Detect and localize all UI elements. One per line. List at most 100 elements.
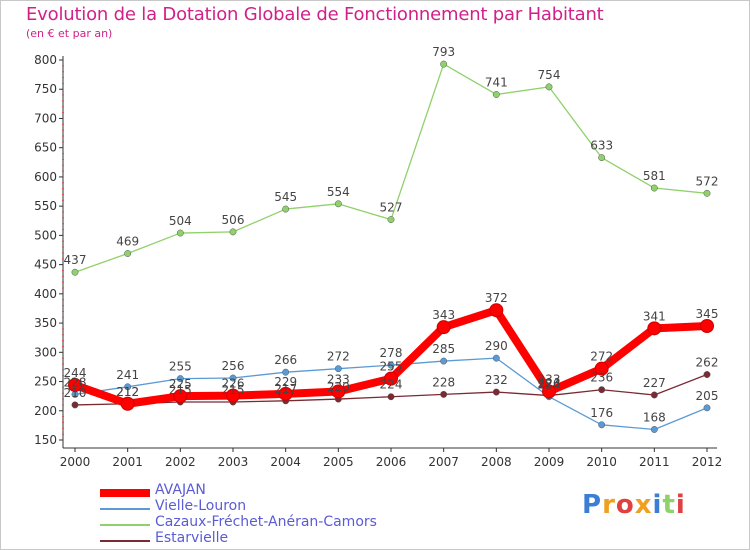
logo-letter: t	[662, 490, 676, 520]
data-label: 210	[64, 386, 87, 400]
data-label: 217	[274, 382, 297, 396]
data-label: 228	[64, 375, 87, 389]
data-point	[68, 378, 82, 393]
data-label: 343	[432, 308, 455, 322]
data-point	[492, 91, 500, 98]
x-tick-label: 2006	[376, 455, 407, 469]
chart-subtitle: (en € et par an)	[26, 27, 113, 40]
data-label: 244	[64, 366, 87, 380]
data-label: 290	[485, 339, 508, 353]
y-tick-label: 450	[34, 258, 57, 272]
data-label: 220	[327, 380, 350, 394]
data-point	[120, 396, 135, 411]
data-point	[387, 361, 395, 369]
data-point	[387, 216, 395, 224]
data-label: 224	[538, 378, 561, 392]
data-label: 233	[538, 372, 561, 386]
y-tick-label: 400	[34, 287, 57, 301]
logo-letter: i	[675, 490, 686, 520]
data-label: 215	[222, 383, 245, 397]
data-label: 255	[380, 360, 403, 374]
data-point	[176, 375, 184, 383]
data-label: 225	[169, 377, 192, 391]
legend-label: AVAJAN	[155, 482, 206, 498]
data-label: 754	[538, 68, 561, 82]
data-label: 228	[432, 375, 455, 389]
logo-letter: o	[615, 490, 635, 520]
data-point	[436, 320, 451, 335]
data-point	[229, 374, 237, 382]
data-point	[492, 354, 500, 362]
x-tick-label: 2004	[270, 455, 301, 469]
x-tick-label: 2007	[428, 455, 459, 469]
y-tick-label: 800	[34, 53, 57, 67]
legend-swatch	[100, 489, 150, 497]
data-point	[278, 386, 293, 401]
data-point	[387, 393, 395, 401]
data-point	[176, 229, 184, 237]
y-tick-label: 200	[34, 404, 57, 418]
data-point	[226, 388, 240, 403]
data-point	[489, 303, 504, 318]
data-label: 256	[222, 359, 245, 373]
data-label: 504	[169, 214, 192, 228]
data-point	[703, 404, 711, 412]
data-label: 168	[643, 410, 666, 424]
data-label: 285	[432, 342, 455, 356]
legend-label: Cazaux-Fréchet-Anéran-Camors	[155, 514, 377, 530]
data-point	[440, 390, 448, 398]
data-point	[492, 388, 500, 396]
legend-swatch	[100, 540, 150, 542]
y-tick-label: 350	[34, 316, 57, 330]
y-tick-label: 750	[34, 82, 57, 96]
data-label: 227	[643, 376, 666, 390]
y-tick-label: 500	[34, 228, 57, 242]
logo-letter: r	[602, 490, 616, 520]
data-label: 278	[380, 346, 403, 360]
logo-letter: i	[652, 490, 663, 520]
x-tick-label: 2008	[481, 455, 512, 469]
data-point	[334, 365, 342, 373]
data-point	[282, 205, 290, 213]
y-tick-label: 700	[34, 111, 57, 125]
data-label: 212	[116, 385, 139, 399]
x-tick-label: 2003	[218, 455, 249, 469]
data-point	[542, 384, 556, 399]
data-label: 469	[116, 235, 139, 249]
data-point	[647, 321, 662, 336]
y-tick-label: 650	[34, 141, 57, 155]
data-point	[440, 357, 448, 365]
x-tick-label: 2010	[586, 455, 617, 469]
data-point	[71, 268, 79, 276]
data-point	[282, 368, 290, 376]
x-tick-label: 2002	[165, 455, 196, 469]
data-label: 224	[380, 378, 403, 392]
y-tick-label: 300	[34, 345, 57, 359]
data-label: 226	[222, 377, 245, 391]
data-point	[440, 60, 448, 68]
x-tick-label: 2005	[323, 455, 354, 469]
legend-swatch	[100, 524, 150, 526]
data-label: 633	[590, 139, 613, 153]
x-tick-label: 2011	[639, 455, 670, 469]
y-tick-label: 150	[34, 433, 57, 447]
chart-title: Evolution de la Dotation Globale de Fonc…	[26, 4, 604, 25]
data-point	[334, 200, 342, 208]
logo-letter: P	[582, 490, 603, 520]
data-point	[650, 391, 658, 399]
data-point	[384, 371, 398, 386]
data-label: 229	[274, 375, 297, 389]
data-point	[703, 189, 711, 197]
data-point	[700, 319, 714, 333]
data-label: 236	[590, 371, 613, 385]
data-point	[124, 250, 132, 257]
data-label: 232	[485, 373, 508, 387]
data-label: 262	[696, 356, 719, 370]
data-point	[650, 184, 658, 192]
data-point	[124, 383, 132, 391]
data-label: 341	[643, 309, 666, 323]
data-point	[173, 389, 188, 404]
data-label: 255	[169, 360, 192, 374]
x-tick-label: 2009	[534, 455, 565, 469]
